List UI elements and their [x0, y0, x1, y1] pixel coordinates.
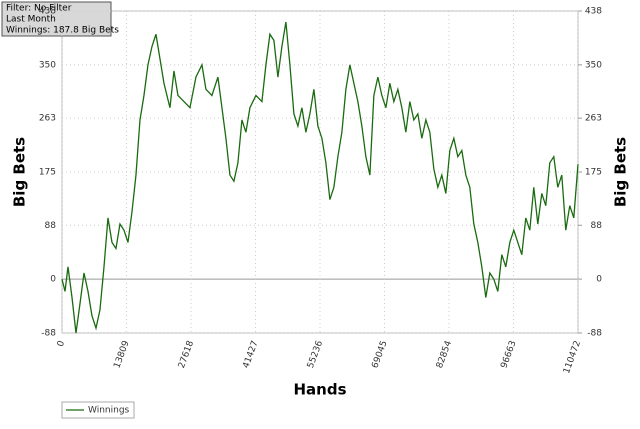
y-axis-title: Big Bets — [11, 137, 29, 207]
y2-tick-label: 88 — [591, 221, 603, 231]
info-box: Filter: No Filter Last Month Winnings: 1… — [1, 1, 119, 37]
y-tick-label: 263 — [39, 114, 56, 124]
legend-label: Winnings — [88, 406, 130, 416]
y2-tick-label: 438 — [585, 7, 602, 17]
y-tick-label: 0 — [50, 275, 56, 285]
x-axis-title: Hands — [293, 381, 346, 399]
series-line — [61, 21, 579, 334]
y2-tick-label: 350 — [585, 60, 602, 70]
info-line: Winnings: 187.8 Big Bets — [6, 26, 119, 36]
legend-frame — [61, 401, 135, 419]
y-tick-label: 175 — [39, 168, 56, 178]
y2-tick-label: 263 — [585, 114, 602, 124]
y2-axis-title: Big Bets — [612, 137, 630, 207]
y-tick-label: -88 — [41, 329, 56, 339]
info-line: Last Month — [6, 15, 56, 25]
y2-tick-label: 0 — [596, 275, 602, 285]
y-tick-label: 350 — [39, 60, 56, 70]
x-tick-label: 0 — [56, 339, 67, 348]
y-tick-label: 88 — [45, 221, 57, 231]
info-box-frame — [1, 1, 112, 37]
info-line: Filter: No Filter — [6, 4, 72, 14]
y2-tick-label: -88 — [587, 329, 602, 339]
y2-tick-label: 175 — [585, 168, 602, 178]
y-tick-label: 438 — [39, 7, 56, 17]
